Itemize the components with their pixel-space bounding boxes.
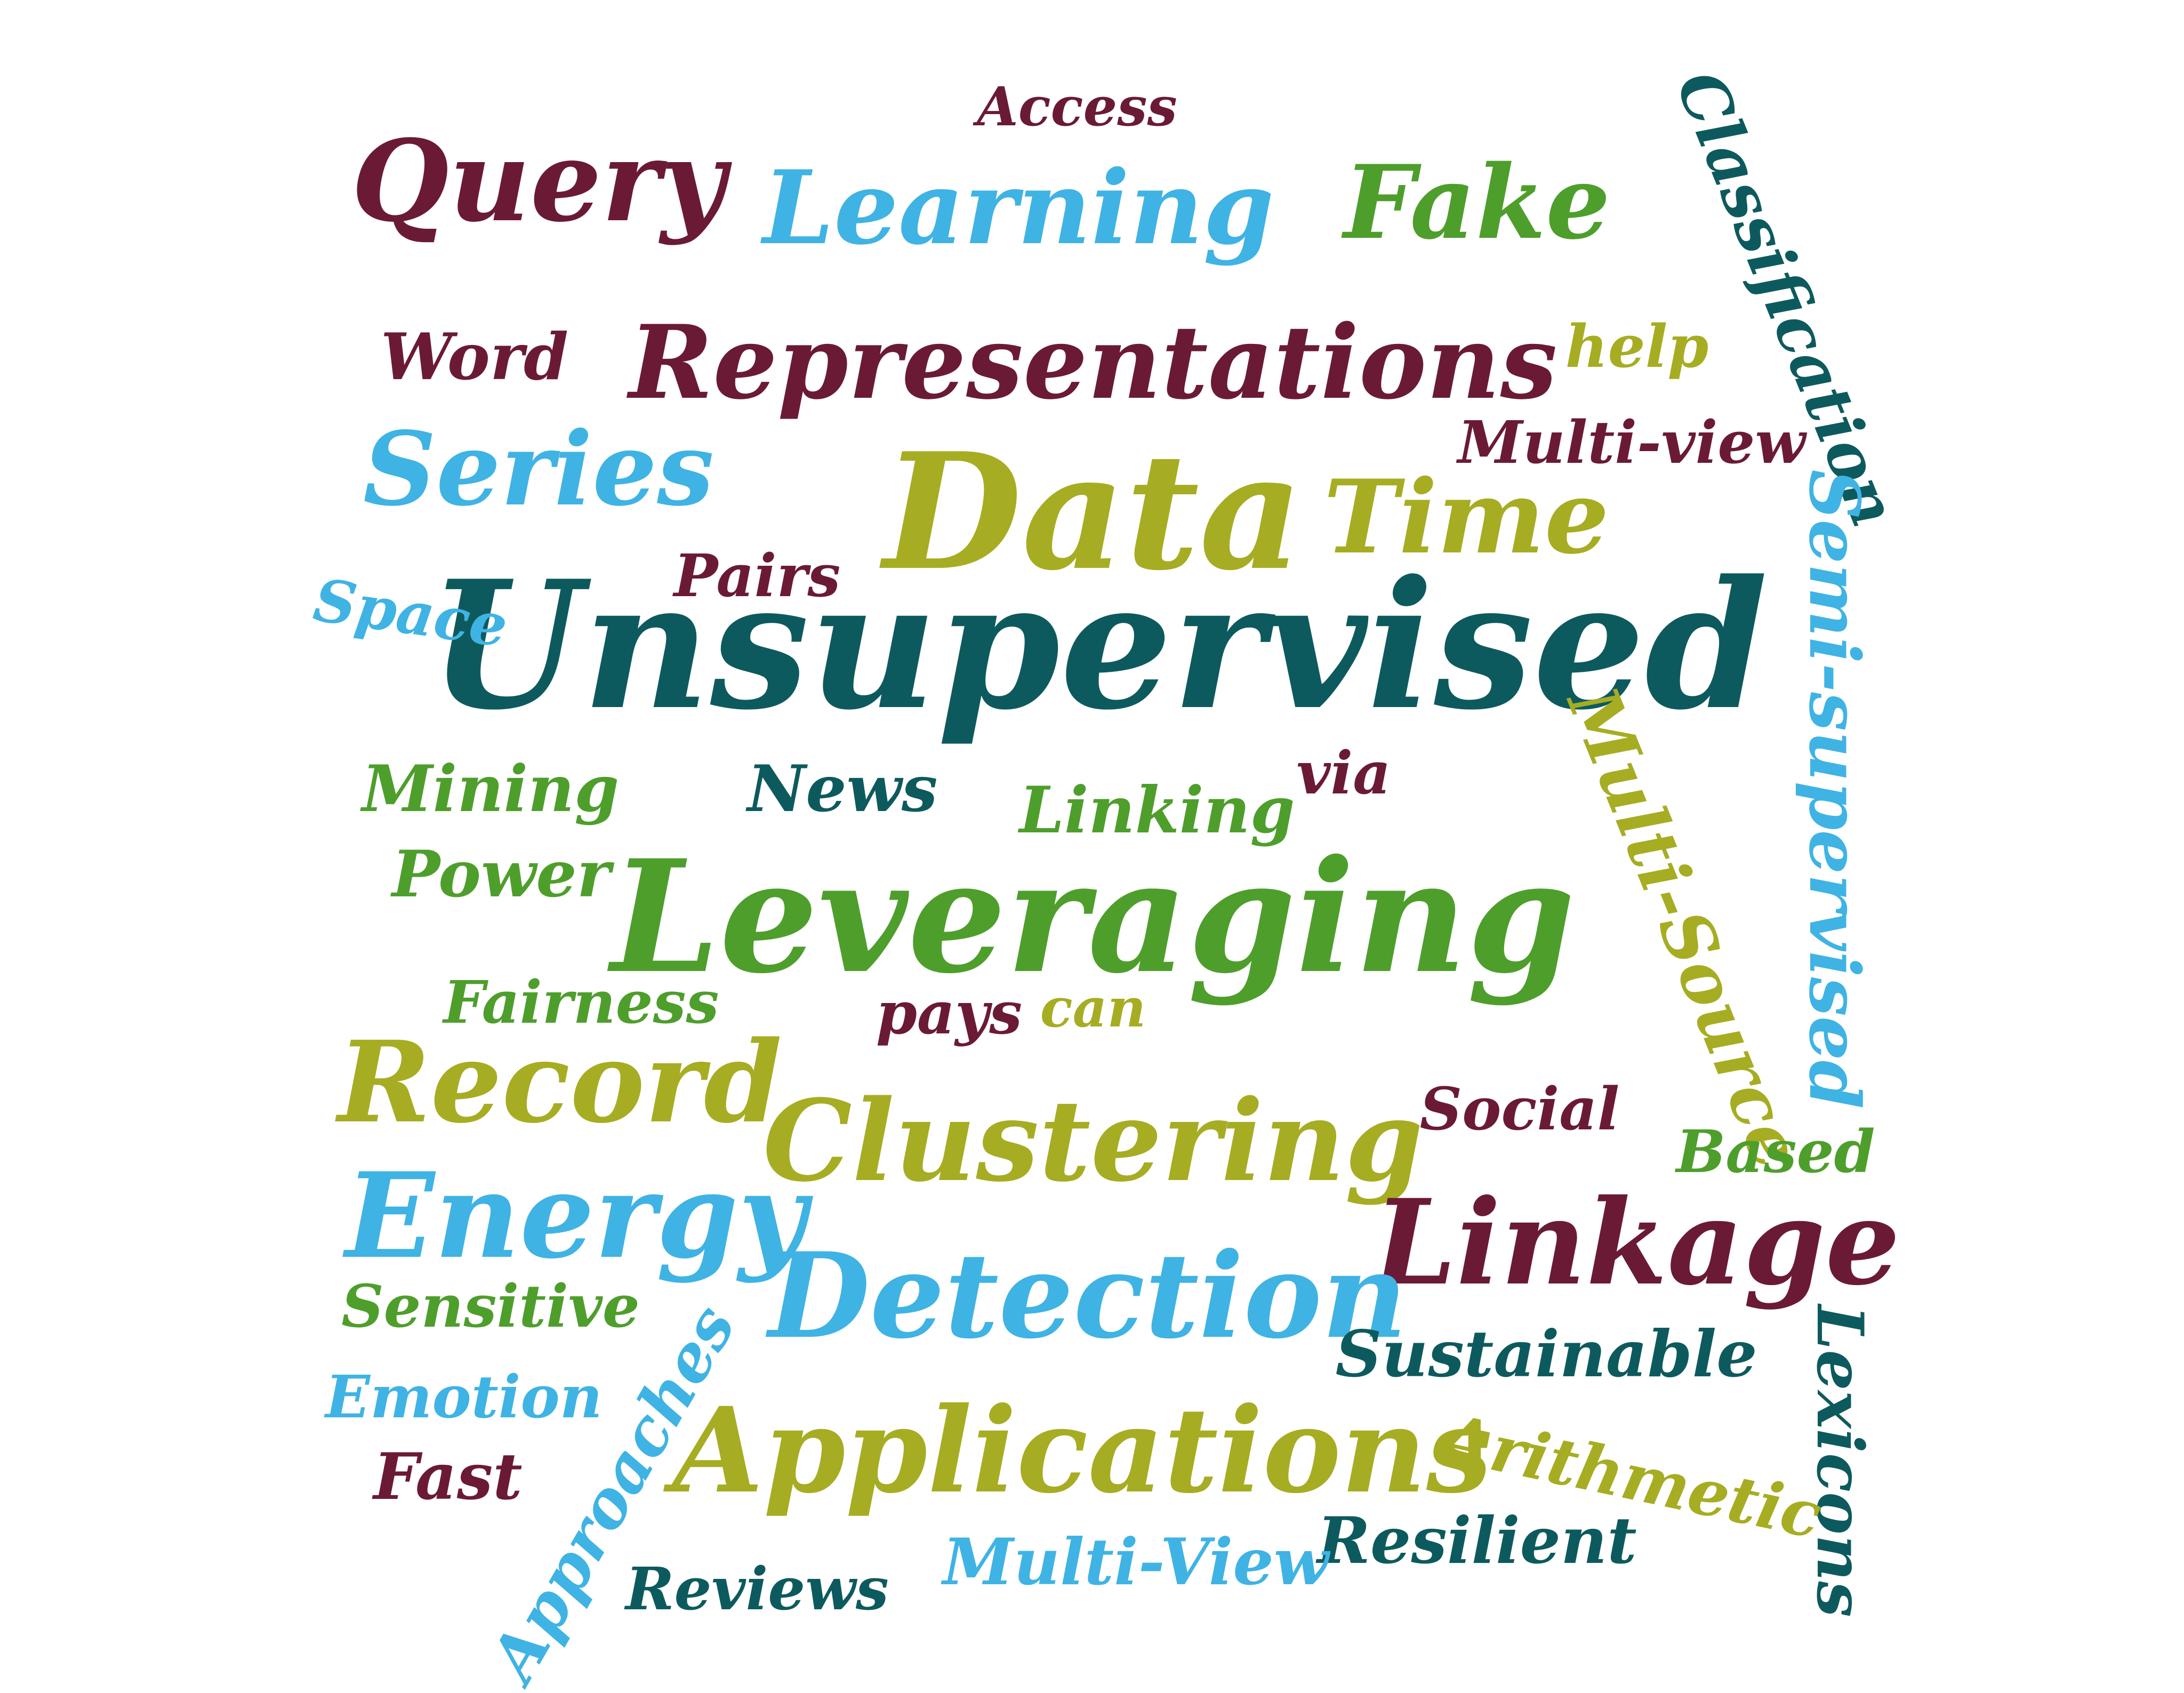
word-power: Power bbox=[392, 837, 611, 912]
word-fake: Fake bbox=[1343, 143, 1611, 262]
word-energy: Energy bbox=[345, 1146, 807, 1285]
word-multi-view: Multi-view bbox=[1457, 408, 1806, 477]
word-sustainable: Sustainable bbox=[1335, 1317, 1757, 1392]
word-query: Query bbox=[351, 115, 726, 247]
word-news: News bbox=[747, 751, 938, 827]
word-leveraging: Leveraging bbox=[611, 827, 1576, 1008]
word-social: Social bbox=[1419, 1074, 1620, 1143]
word-access: Access bbox=[977, 75, 1177, 138]
word-series: Series bbox=[363, 410, 714, 528]
word-word: Word bbox=[380, 319, 569, 395]
word-help: help bbox=[1565, 312, 1709, 381]
word-unsupervised: Unsupervised bbox=[429, 542, 1768, 749]
word-multi-view-2: Multi-View bbox=[943, 1524, 1329, 1600]
word-fairness: Fairness bbox=[443, 968, 719, 1037]
word-resilient: Resilient bbox=[1317, 1503, 1637, 1578]
word-linking: Linking bbox=[1019, 773, 1295, 848]
word-pairs: Pairs bbox=[673, 541, 841, 610]
word-cloud: Unsupervised Leveraging Data Representat… bbox=[310, 60, 1912, 1693]
word-pays: pays bbox=[876, 978, 1023, 1047]
word-reviews: Reviews bbox=[625, 1554, 889, 1623]
word-linkage: Linkage bbox=[1374, 1173, 1900, 1311]
word-clustering: Clustering bbox=[762, 1075, 1424, 1207]
word-can: can bbox=[1040, 976, 1146, 1039]
word-record: Record bbox=[338, 1016, 782, 1148]
word-via: via bbox=[1296, 739, 1391, 807]
word-learning: Learning bbox=[762, 148, 1274, 267]
word-semi-supervised: Semi-supervised bbox=[1794, 469, 1875, 1109]
word-fast: Fast bbox=[373, 1439, 523, 1514]
word-time: Time bbox=[1323, 458, 1609, 576]
word-emotion: Emotion bbox=[325, 1362, 603, 1431]
word-mining: Mining bbox=[362, 751, 620, 827]
word-applications: Applications bbox=[672, 1381, 1492, 1519]
word-based: Based bbox=[1676, 1117, 1875, 1186]
word-lexicons: Lexicons bbox=[1802, 1305, 1877, 1617]
word-sensitive: Sensitive bbox=[341, 1272, 640, 1341]
word-detection: Detection bbox=[768, 1226, 1408, 1365]
word-representations: Representations bbox=[629, 303, 1557, 422]
word-data: Data bbox=[883, 418, 1303, 606]
